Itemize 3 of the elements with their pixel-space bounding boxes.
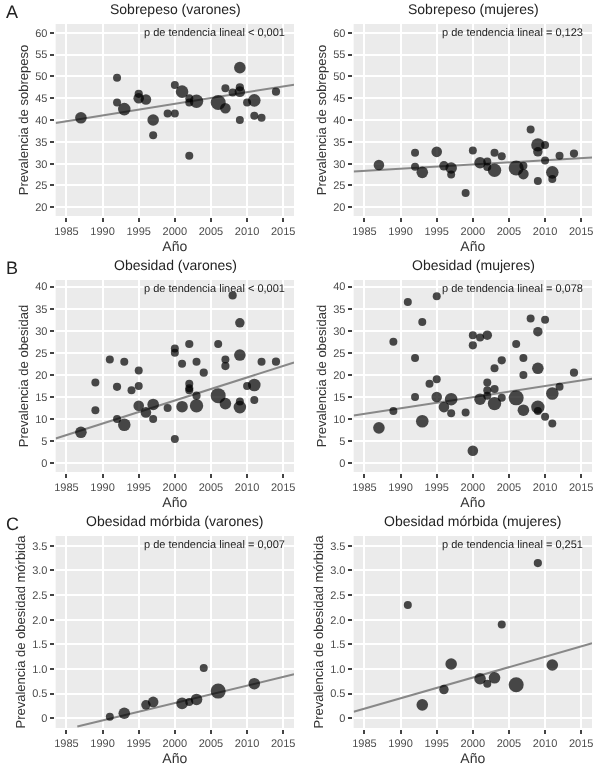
text: A <box>6 2 19 22</box>
text: B <box>6 258 19 278</box>
text: C <box>6 514 20 534</box>
